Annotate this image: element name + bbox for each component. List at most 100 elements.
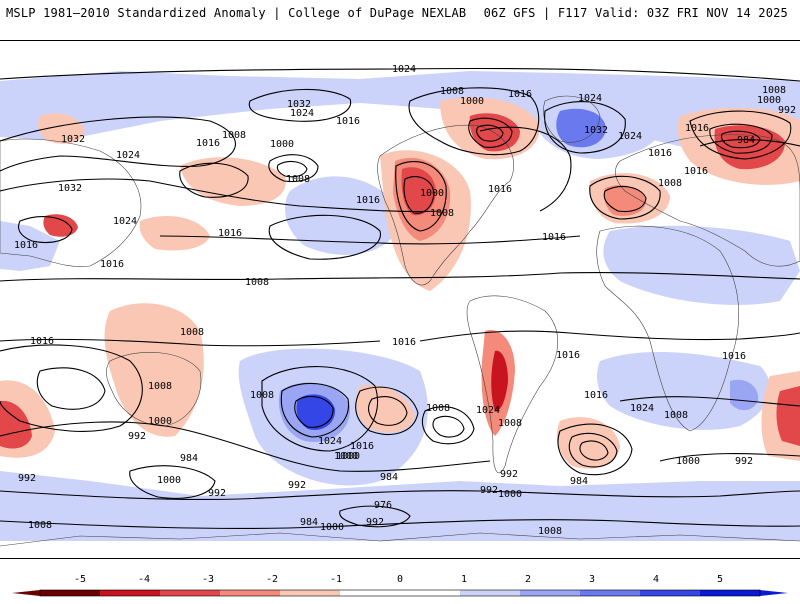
isobar-contour	[294, 395, 334, 428]
isobar-label: 1008	[658, 178, 682, 189]
colorbar-cell	[160, 590, 221, 596]
isobar-label: 984	[180, 453, 198, 464]
isobar-label: 1016	[14, 240, 38, 251]
colorbar-cell	[400, 590, 461, 596]
isobar-label: 1008	[28, 520, 52, 531]
isobar-label: 1008	[286, 174, 310, 185]
isobar-contour	[0, 272, 800, 282]
anomaly-region	[401, 167, 436, 216]
isobar-label: 1016	[584, 390, 608, 401]
anomaly-map: 1024 1008 1000 1016 1024 992 1008 1000 1…	[0, 40, 800, 559]
isobar-label: 1032	[58, 183, 82, 194]
isobar-contour	[395, 161, 447, 232]
isobar-contour	[268, 214, 381, 260]
isobar-label: 1016	[542, 232, 566, 243]
isobar-contour	[589, 175, 661, 220]
isobars	[0, 67, 800, 529]
isobar-contour	[479, 126, 572, 212]
isobar-label: 992	[208, 488, 226, 499]
isobar-label: 1016	[350, 441, 374, 452]
isobar-contour	[368, 396, 408, 426]
anomaly-region	[776, 386, 800, 446]
isobar-label: 1016	[648, 148, 672, 159]
isobar-contour	[339, 505, 411, 528]
isobar-label: 1000	[757, 95, 781, 106]
isobar-label: 1024	[116, 150, 140, 161]
isobar-contour	[403, 176, 435, 214]
isobar-label: 1000	[270, 139, 294, 150]
isobar-contour	[276, 160, 308, 178]
isobar-contour	[17, 216, 73, 244]
coastline-australia	[106, 352, 202, 427]
colorbar-tick-label: -4	[137, 574, 151, 585]
coastline-greenland	[543, 95, 601, 143]
anomaly-region	[180, 157, 286, 206]
anomaly-region	[296, 394, 336, 430]
colorbar-tick-label: 0	[396, 574, 404, 585]
isobar-label: 1016	[722, 351, 746, 362]
anomaly-region	[38, 113, 85, 144]
isobar-label: 1000	[420, 188, 444, 199]
isobar-label: 1008	[180, 327, 204, 338]
isobar-contour	[709, 123, 773, 154]
isobar-contour	[0, 67, 800, 82]
isobar-contour	[0, 519, 800, 529]
isobar-label: 1008	[762, 85, 786, 96]
isobar-contour	[268, 154, 319, 183]
isobar-label: 1016	[488, 184, 512, 195]
anomaly-region	[556, 108, 606, 148]
isobar-label: 1008	[538, 526, 562, 537]
coastline-eurasia	[615, 134, 800, 267]
isobar-label: 1016	[685, 123, 709, 134]
isobar-label: 1032	[61, 134, 85, 145]
isobar-label: 1016	[508, 89, 532, 100]
anomaly-region	[139, 216, 210, 251]
isobar-label: 1016	[218, 228, 242, 239]
isobar-contour	[659, 453, 800, 462]
isobar-label: 992	[735, 456, 753, 467]
isobar-label: 1008	[440, 86, 464, 97]
isobar-label: 1000	[676, 456, 700, 467]
isobar-label: 1008	[430, 208, 454, 219]
isobar-label: 1016	[336, 116, 360, 127]
isobar-label: 992	[288, 480, 306, 491]
anomaly-region	[104, 303, 204, 437]
isobar-label: 1024	[290, 108, 314, 119]
colorbar-cell	[460, 590, 521, 596]
isobar-label: 1032	[287, 99, 311, 110]
isobar-label: 1008	[250, 390, 274, 401]
isobar-label: 1016	[196, 138, 220, 149]
isobar-contour	[248, 88, 352, 122]
isobar-label: 984	[570, 476, 588, 487]
isobar-contour	[468, 117, 513, 148]
colorbar-tick-label: -5	[73, 574, 87, 585]
isobar-label: 984	[300, 517, 318, 528]
isobar-contour	[355, 386, 419, 435]
isobar-label: 992	[500, 469, 518, 480]
isobar-contour	[619, 396, 800, 407]
colorbar-cell	[640, 590, 701, 596]
anomaly-region	[604, 185, 646, 216]
isobar-contour	[557, 423, 633, 476]
colorbar-tick-label: 2	[524, 574, 532, 585]
isobar-label: 1016	[356, 195, 380, 206]
isobar-label: 992	[18, 473, 36, 484]
isobar-contour	[280, 382, 350, 438]
isobar-contour	[689, 110, 792, 160]
anomaly-region	[355, 385, 415, 433]
map-title: MSLP 1981–2010 Standardized Anomaly | Co…	[6, 6, 467, 20]
isobar-label: 992	[366, 517, 384, 528]
isobar-contour	[0, 116, 236, 172]
isobar-label: 992	[778, 105, 796, 116]
isobar-label: 992	[480, 485, 498, 496]
isobar-contour	[579, 440, 609, 461]
isobar-label: 1032	[584, 125, 608, 136]
isobar-contour	[419, 330, 800, 342]
anomaly-region	[556, 417, 620, 469]
isobar-label: 1008	[426, 403, 450, 414]
colorbar-cell	[520, 590, 581, 596]
isobar-label: 1016	[556, 350, 580, 361]
coastline-africa	[596, 225, 739, 432]
colorbar-tick-label: -3	[201, 574, 215, 585]
coastline-antarctica	[0, 532, 800, 547]
